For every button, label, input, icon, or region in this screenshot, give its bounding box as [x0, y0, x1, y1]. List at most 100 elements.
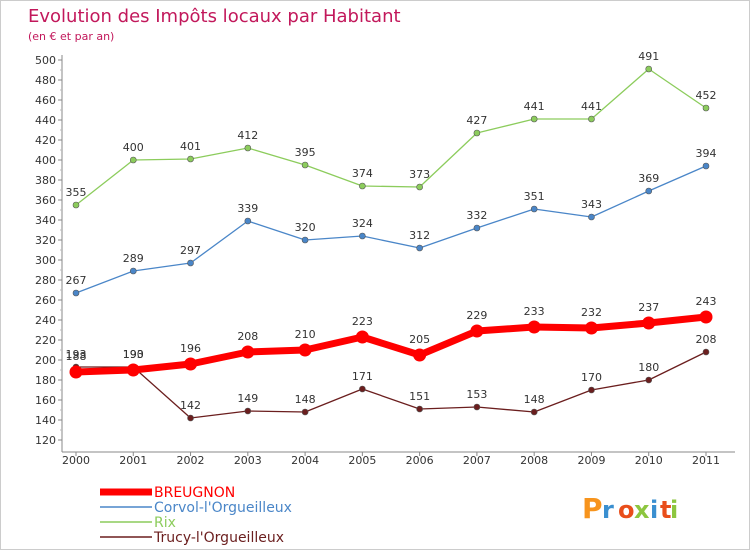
x-tick-label: 2009: [577, 454, 605, 467]
data-point: [241, 345, 255, 359]
y-tick-label: 220: [35, 334, 56, 347]
y-tick-label: 140: [35, 414, 56, 427]
legend-label: Rix: [154, 515, 176, 531]
data-point: [69, 365, 83, 379]
data-label: 400: [123, 141, 144, 154]
x-tick-label: 2001: [119, 454, 147, 467]
data-point: [588, 115, 595, 123]
data-point: [413, 348, 427, 362]
y-tick-label: 260: [35, 294, 56, 307]
series-line: [75, 165, 707, 294]
legend-label: Trucy-l'Orgueilleux: [153, 530, 284, 546]
data-label: 324: [352, 217, 373, 230]
data-label: 142: [180, 399, 201, 412]
data-point: [301, 408, 309, 416]
y-tick-label: 440: [35, 114, 56, 127]
logo-letter: i: [670, 496, 678, 524]
data-point: [129, 156, 137, 164]
series-line: [72, 313, 710, 376]
data-label: 243: [696, 295, 717, 308]
y-tick-label: 420: [35, 134, 56, 147]
data-label: 355: [66, 186, 87, 199]
data-label: 491: [638, 50, 659, 63]
data-point: [72, 289, 80, 297]
logo-letter: r: [602, 496, 614, 524]
y-tick-label: 180: [35, 374, 56, 387]
data-label: 343: [581, 198, 602, 211]
data-label: 267: [66, 274, 87, 287]
data-label: 153: [466, 388, 487, 401]
y-tick-label: 200: [35, 354, 56, 367]
data-label: 193: [123, 348, 144, 361]
data-label: 205: [409, 333, 430, 346]
series-rix: 355 400 401 412 395 374 373 427 441 441 491 452: [66, 50, 717, 209]
x-tick-label: 2008: [520, 454, 548, 467]
data-point: [584, 321, 598, 335]
data-label: 394: [696, 147, 717, 160]
data-label: 232: [581, 306, 602, 319]
series-breugnon: 188 190 196 208 210 223 205 229 233 232 237 243: [66, 295, 717, 379]
data-label: 373: [409, 168, 430, 181]
data-label: 312: [409, 229, 430, 242]
data-point: [470, 324, 484, 338]
data-label: 339: [237, 202, 258, 215]
data-label: 412: [237, 129, 258, 142]
data-point: [355, 330, 369, 344]
logo-letter: o: [618, 496, 635, 524]
data-point: [588, 213, 595, 221]
x-tick-label: 2000: [62, 454, 90, 467]
x-tick-label: 2011: [692, 454, 720, 467]
data-point: [359, 385, 366, 393]
series-line: [75, 351, 707, 419]
data-point: [702, 348, 710, 356]
x-tick-label: 2004: [291, 454, 319, 467]
data-label: 374: [352, 167, 373, 180]
x-tick-label: 2005: [348, 454, 376, 467]
y-tick-label: 300: [35, 254, 56, 267]
data-point: [702, 162, 710, 170]
data-label: 441: [581, 100, 602, 113]
data-label: 149: [237, 392, 258, 405]
x-tick-label: 2002: [177, 454, 205, 467]
data-point: [129, 267, 137, 275]
data-point: [527, 320, 541, 334]
data-point: [359, 232, 366, 240]
data-point: [530, 408, 538, 416]
data-label: 320: [295, 221, 316, 234]
data-label: 151: [409, 390, 430, 403]
data-label: 208: [696, 333, 717, 346]
data-label: 148: [524, 393, 545, 406]
data-point: [699, 310, 713, 324]
chart-title: Evolution des Impôts locaux par Habitant: [28, 6, 401, 27]
data-point: [702, 104, 710, 112]
y-tick-label: 120: [35, 434, 56, 447]
data-point: [359, 182, 366, 190]
data-label: 193: [66, 348, 87, 361]
data-label: 289: [123, 252, 144, 265]
y-tick-label: 480: [35, 74, 56, 87]
legend: BREUGNONCorvol-l'OrgueilleuxRixTrucy-l'O…: [100, 485, 292, 546]
data-label: 351: [524, 190, 545, 203]
data-label: 297: [180, 244, 201, 257]
y-tick-label: 160: [35, 394, 56, 407]
data-point: [416, 405, 423, 413]
data-label: 452: [696, 89, 717, 102]
logo-letter: P: [582, 492, 603, 525]
data-point: [72, 201, 80, 209]
axes: 120 140 160 180 200 220 240 260 280 300 320 340 360 3…: [35, 54, 735, 467]
data-point: [473, 403, 481, 411]
chart-subtitle: (en € et par an): [28, 30, 114, 43]
series-corvol-l-orgueilleux: 267 289 297 339 320 324 312 332 351 343 369 394: [66, 147, 717, 297]
data-label: 210: [295, 328, 316, 341]
data-point: [473, 129, 481, 137]
data-label: 229: [466, 309, 487, 322]
data-point: [416, 183, 423, 191]
data-label: 332: [466, 209, 487, 222]
data-point: [642, 316, 656, 330]
data-point: [298, 343, 312, 357]
